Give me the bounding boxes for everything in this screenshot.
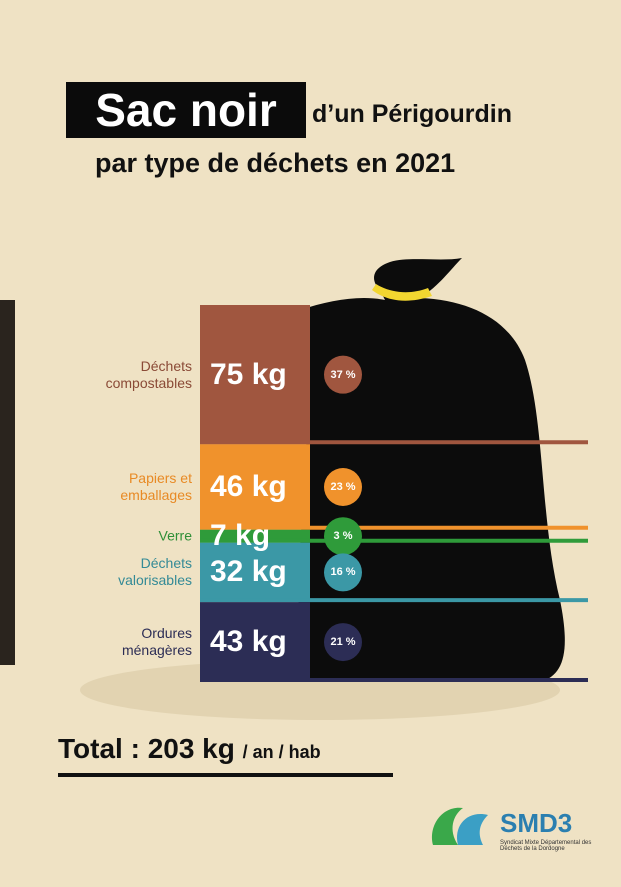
category-label: Déchets compostables <box>105 357 192 391</box>
subtitle: par type de déchets en 2021 <box>95 148 456 178</box>
percent-circle <box>324 355 362 394</box>
category-label: Verre <box>158 527 192 544</box>
percent-circle <box>324 517 362 556</box>
logo: SMD3 <box>500 808 573 838</box>
bar-segment <box>200 444 310 530</box>
percent-label: 16 % <box>330 566 356 579</box>
subtitle: d’un Périgourdin <box>312 100 512 128</box>
percent-circle <box>324 553 362 592</box>
value-label: 43 kg <box>210 625 287 659</box>
side-strip <box>0 300 15 665</box>
total-value: Total : 203 kg <box>58 733 235 764</box>
total: Total : 203 kg / an / hab <box>58 733 321 765</box>
percent-label: 3 % <box>333 530 353 543</box>
percent-circle <box>324 468 362 506</box>
bar-segment <box>200 602 310 682</box>
logo-text: Syndicat Mixte Départemental des Déchets… <box>500 840 592 852</box>
logo-icon <box>432 807 488 845</box>
bar-segment <box>200 542 310 603</box>
bag <box>298 258 565 682</box>
percent-label: 23 % <box>330 481 356 493</box>
total-unit: / an / hab <box>242 742 321 762</box>
title: Sac noir <box>95 84 277 136</box>
bar-segment <box>200 305 310 445</box>
percent-label: 37 % <box>330 368 356 381</box>
value-label: 7 kg <box>210 519 271 553</box>
percent-circle <box>324 623 362 662</box>
category-label: Papiers et emballages <box>120 470 192 503</box>
title-box <box>66 82 306 138</box>
percent-label: 21 % <box>330 636 356 649</box>
bag-tie <box>372 284 432 301</box>
value-label: 75 kg <box>210 357 287 391</box>
value-label: 32 kg <box>210 555 287 589</box>
value-label: 46 kg <box>210 470 287 503</box>
category-label: Ordures ménagères <box>121 625 192 659</box>
category-label: Déchets valorisables <box>118 555 192 589</box>
